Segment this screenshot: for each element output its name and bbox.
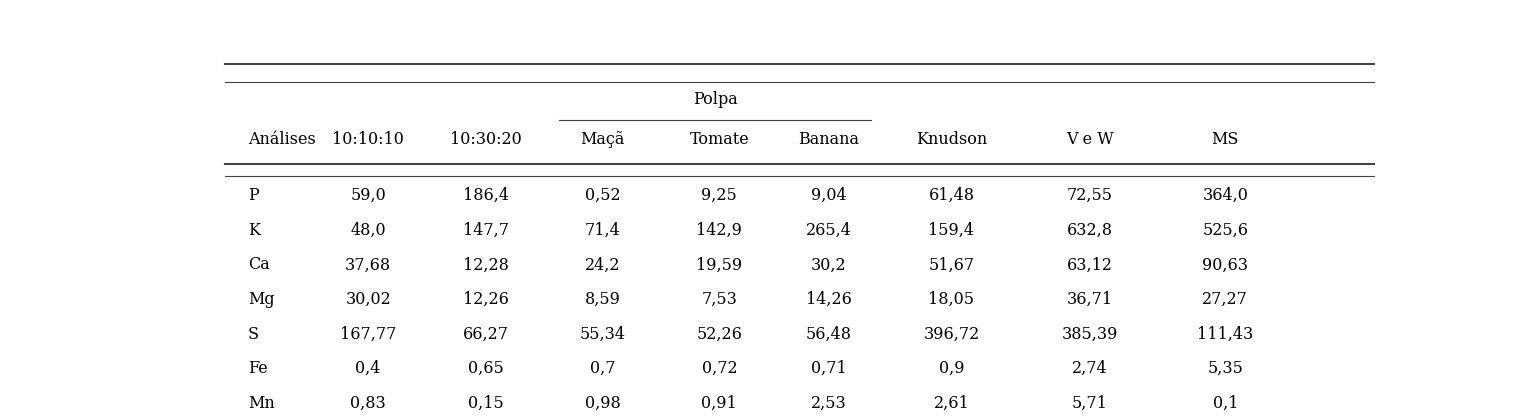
- Text: 0,4: 0,4: [355, 360, 381, 377]
- Text: S: S: [247, 326, 260, 342]
- Text: 37,68: 37,68: [346, 256, 392, 273]
- Text: 30,02: 30,02: [346, 291, 392, 308]
- Text: 364,0: 364,0: [1203, 187, 1249, 204]
- Text: MS: MS: [1212, 131, 1240, 148]
- Text: V e W: V e W: [1066, 131, 1114, 148]
- Text: 8,59: 8,59: [585, 291, 621, 308]
- Text: 9,04: 9,04: [811, 187, 846, 204]
- Text: 71,4: 71,4: [585, 222, 621, 239]
- Text: 632,8: 632,8: [1066, 222, 1112, 239]
- Text: 19,59: 19,59: [696, 256, 742, 273]
- Text: 0,72: 0,72: [702, 360, 737, 377]
- Text: 0,9: 0,9: [938, 360, 965, 377]
- Text: 186,4: 186,4: [462, 187, 508, 204]
- Text: 36,71: 36,71: [1066, 291, 1112, 308]
- Text: Banana: Banana: [799, 131, 859, 148]
- Text: 90,63: 90,63: [1203, 256, 1249, 273]
- Text: 56,48: 56,48: [806, 326, 852, 342]
- Text: 0,52: 0,52: [585, 187, 621, 204]
- Text: 14,26: 14,26: [806, 291, 852, 308]
- Text: 24,2: 24,2: [585, 256, 621, 273]
- Text: Tomate: Tomate: [690, 131, 750, 148]
- Text: 0,7: 0,7: [590, 360, 616, 377]
- Text: 51,67: 51,67: [928, 256, 974, 273]
- Text: 30,2: 30,2: [811, 256, 846, 273]
- Text: 10:10:10: 10:10:10: [332, 131, 404, 148]
- Text: 66,27: 66,27: [462, 326, 508, 342]
- Text: 159,4: 159,4: [928, 222, 974, 239]
- Text: 0,91: 0,91: [702, 395, 737, 412]
- Text: Fe: Fe: [247, 360, 267, 377]
- Text: 0,98: 0,98: [585, 395, 621, 412]
- Text: Mg: Mg: [247, 291, 275, 308]
- Text: P: P: [247, 187, 258, 204]
- Text: Mn: Mn: [247, 395, 275, 412]
- Text: Knudson: Knudson: [915, 131, 988, 148]
- Text: 385,39: 385,39: [1061, 326, 1118, 342]
- Text: 5,71: 5,71: [1072, 395, 1107, 412]
- Text: 167,77: 167,77: [339, 326, 396, 342]
- Text: Polpa: Polpa: [693, 91, 739, 108]
- Text: 52,26: 52,26: [696, 326, 742, 342]
- Text: 0,1: 0,1: [1212, 395, 1238, 412]
- Text: 0,71: 0,71: [811, 360, 846, 377]
- Text: 61,48: 61,48: [928, 187, 974, 204]
- Text: 27,27: 27,27: [1203, 291, 1249, 308]
- Text: 48,0: 48,0: [350, 222, 386, 239]
- Text: 2,61: 2,61: [934, 395, 969, 412]
- Text: Ca: Ca: [247, 256, 270, 273]
- Text: 111,43: 111,43: [1197, 326, 1253, 342]
- Text: 10:30:20: 10:30:20: [450, 131, 522, 148]
- Text: 396,72: 396,72: [923, 326, 980, 342]
- Text: K: K: [247, 222, 260, 239]
- Text: 55,34: 55,34: [579, 326, 625, 342]
- Text: 5,35: 5,35: [1207, 360, 1243, 377]
- Text: 72,55: 72,55: [1066, 187, 1112, 204]
- Text: Maçã: Maçã: [581, 131, 625, 148]
- Text: 2,74: 2,74: [1072, 360, 1107, 377]
- Text: 525,6: 525,6: [1203, 222, 1249, 239]
- Text: 12,26: 12,26: [462, 291, 508, 308]
- Text: 0,15: 0,15: [468, 395, 504, 412]
- Text: 18,05: 18,05: [928, 291, 974, 308]
- Text: 147,7: 147,7: [462, 222, 508, 239]
- Text: 9,25: 9,25: [702, 187, 737, 204]
- Text: 0,65: 0,65: [468, 360, 504, 377]
- Text: 2,53: 2,53: [811, 395, 846, 412]
- Text: Análises: Análises: [247, 131, 316, 148]
- Text: 0,83: 0,83: [350, 395, 386, 412]
- Text: 142,9: 142,9: [696, 222, 742, 239]
- Text: 265,4: 265,4: [806, 222, 852, 239]
- Text: 59,0: 59,0: [350, 187, 386, 204]
- Text: 7,53: 7,53: [702, 291, 737, 308]
- Text: 63,12: 63,12: [1066, 256, 1112, 273]
- Text: 12,28: 12,28: [462, 256, 508, 273]
